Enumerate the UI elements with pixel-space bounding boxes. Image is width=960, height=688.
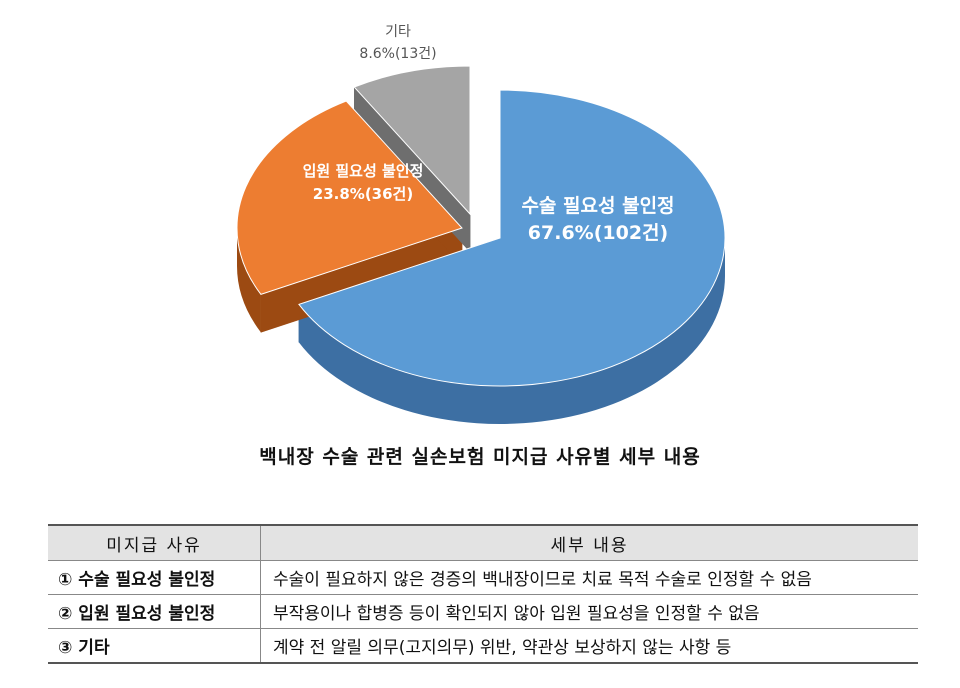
row-reason: ③ 기타 <box>48 628 261 664</box>
slice-value-label: 67.6%(102건) <box>528 222 668 244</box>
pie-slice-rim <box>237 228 261 333</box>
pie-tops <box>236 65 726 387</box>
pie-slice-rim <box>298 238 725 425</box>
header-detail: 세부 내용 <box>260 524 918 561</box>
slice-label: 수술 필요성 불인정 <box>521 195 674 217</box>
slice-value-label: 23.8%(36건) <box>313 185 413 203</box>
row-reason: ② 입원 필요성 불인정 <box>48 594 261 629</box>
row-detail: 부작용이나 합병증 등이 확인되지 않아 입원 필요성을 인정할 수 없음 <box>260 594 918 629</box>
slice-label: 기타 <box>385 24 411 40</box>
pie-slice-3 <box>353 65 471 216</box>
row-detail: 수술이 필요하지 않은 경증의 백내장이므로 치료 목적 수술로 인정할 수 없… <box>260 560 918 595</box>
table-row: ① 수술 필요성 불인정 수술이 필요하지 않은 경증의 백내장이므로 치료 목… <box>48 560 918 595</box>
pie-chart: 수술 필요성 불인정 67.6%(102건) 입원 필요성 불인정 23.8%(36건… <box>236 24 726 425</box>
chart-caption: 백내장 수술 관련 실손보험 미지급 사유별 세부 내용 <box>259 446 701 468</box>
slice-value-label: 8.6%(13건) <box>359 46 436 62</box>
row-reason: ① 수술 필요성 불인정 <box>48 560 261 595</box>
table-header-row: 미지급 사유 세부 내용 <box>48 524 918 561</box>
row-detail: 계약 전 알릴 의무(고지의무) 위반, 약관상 보상하지 않는 사항 등 <box>260 628 918 664</box>
slice-label: 입원 필요성 불인정 <box>303 162 424 180</box>
reasons-table: 미지급 사유 세부 내용 ① 수술 필요성 불인정 수술이 필요하지 않은 경증… <box>48 524 918 664</box>
header-reason: 미지급 사유 <box>48 524 261 561</box>
pie-slice-1 <box>298 89 726 387</box>
pie-slice-2 <box>236 100 463 295</box>
table-row: ② 입원 필요성 불인정 부작용이나 합병증 등이 확인되지 않아 입원 필요성… <box>48 594 918 629</box>
table-row: ③ 기타 계약 전 알릴 의무(고지의무) 위반, 약관상 보상하지 않는 사항… <box>48 628 918 664</box>
